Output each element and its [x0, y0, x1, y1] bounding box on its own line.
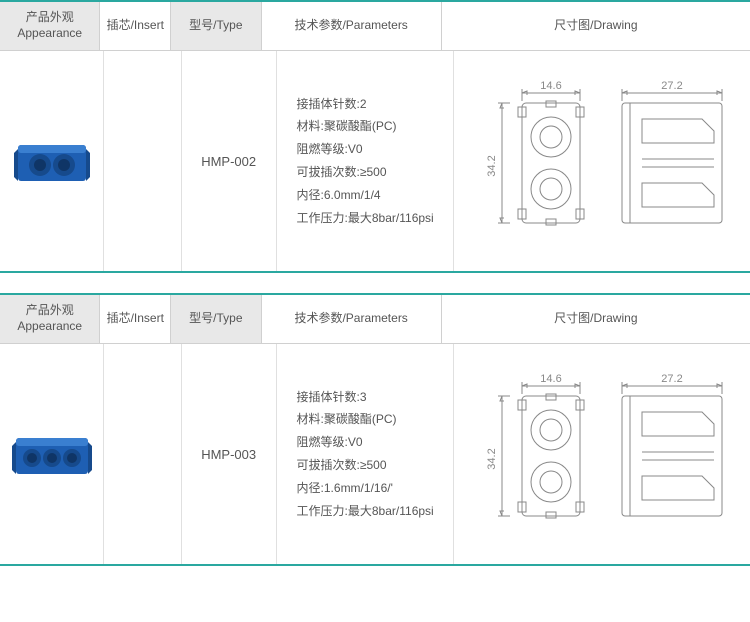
header-insert: 插芯/Insert: [100, 295, 171, 343]
drawing-svg: 14.6: [462, 364, 742, 544]
param-line: 内径:6.0mm/1/4: [297, 184, 434, 207]
params-list: 接插体针数:2 材料:聚碳酸酯(PC) 阻燃等级:V0 可拔插次数:≥500 内…: [297, 93, 434, 230]
cell-type: HMP-002: [182, 51, 277, 271]
params-list: 接插体针数:3 材料:聚碳酸酯(PC) 阻燃等级:V0 可拔插次数:≥500 内…: [297, 386, 434, 523]
param-line: 接插体针数:3: [297, 386, 434, 409]
header-insert-label: 插芯/Insert: [107, 311, 164, 327]
header-appearance: 产品外观 Appearance: [0, 295, 100, 343]
header-appearance-en: Appearance: [17, 26, 82, 42]
header-row: 产品外观 Appearance 插芯/Insert 型号/Type 技术参数/P…: [0, 2, 750, 50]
header-parameters-label: 技术参数/Parameters: [294, 18, 407, 34]
param-line: 阻燃等级:V0: [297, 431, 434, 454]
header-appearance: 产品外观 Appearance: [0, 2, 100, 50]
type-label: HMP-003: [201, 447, 256, 462]
header-drawing: 尺寸图/Drawing: [442, 2, 750, 50]
param-line: 材料:聚碳酸酯(PC): [297, 408, 434, 431]
header-parameters: 技术参数/Parameters: [262, 295, 442, 343]
param-line: 阻燃等级:V0: [297, 138, 434, 161]
header-appearance-cn: 产品外观: [26, 10, 74, 26]
dim-height: 34.2: [486, 448, 498, 469]
cell-drawing: 14.6: [454, 51, 750, 271]
param-line: 材料:聚碳酸酯(PC): [297, 115, 434, 138]
cell-insert: [104, 51, 181, 271]
header-insert: 插芯/Insert: [100, 2, 171, 50]
product-photo-icon: [12, 424, 92, 484]
cell-appearance: [0, 51, 104, 271]
header-drawing-label: 尺寸图/Drawing: [554, 18, 637, 34]
header-parameters-label: 技术参数/Parameters: [294, 311, 407, 327]
header-drawing-label: 尺寸图/Drawing: [554, 311, 637, 327]
header-appearance-en: Appearance: [17, 319, 82, 335]
header-type-label: 型号/Type: [189, 311, 242, 327]
param-line: 接插体针数:2: [297, 93, 434, 116]
param-line: 工作压力:最大8bar/116psi: [297, 207, 434, 230]
cell-parameters: 接插体针数:2 材料:聚碳酸酯(PC) 阻燃等级:V0 可拔插次数:≥500 内…: [277, 51, 455, 271]
body-row: HMP-002 接插体针数:2 材料:聚碳酸酯(PC) 阻燃等级:V0 可拔插次…: [0, 50, 750, 271]
cell-insert: [104, 344, 181, 564]
header-type: 型号/Type: [171, 295, 262, 343]
param-line: 可拔插次数:≥500: [297, 454, 434, 477]
type-label: HMP-002: [201, 154, 256, 169]
header-insert-label: 插芯/Insert: [107, 18, 164, 34]
param-line: 内径:1.6mm/1/16/': [297, 477, 434, 500]
dim-width-a: 14.6: [541, 80, 562, 92]
header-parameters: 技术参数/Parameters: [262, 2, 442, 50]
header-type-label: 型号/Type: [189, 18, 242, 34]
drawing-svg: 14.6: [462, 71, 742, 251]
header-type: 型号/Type: [171, 2, 262, 50]
product-spec-page: 产品外观 Appearance 插芯/Insert 型号/Type 技术参数/P…: [0, 0, 750, 566]
header-appearance-cn: 产品外观: [26, 303, 74, 319]
product-photo-icon: [12, 131, 92, 191]
body-row: HMP-003 接插体针数:3 材料:聚碳酸酯(PC) 阻燃等级:V0 可拔插次…: [0, 343, 750, 564]
dim-height: 34.2: [486, 155, 498, 176]
header-drawing: 尺寸图/Drawing: [442, 295, 750, 343]
param-line: 工作压力:最大8bar/116psi: [297, 500, 434, 523]
dim-width-b: 27.2: [662, 373, 683, 385]
cell-parameters: 接插体针数:3 材料:聚碳酸酯(PC) 阻燃等级:V0 可拔插次数:≥500 内…: [277, 344, 455, 564]
param-line: 可拔插次数:≥500: [297, 161, 434, 184]
header-row: 产品外观 Appearance 插芯/Insert 型号/Type 技术参数/P…: [0, 295, 750, 343]
cell-appearance: [0, 344, 104, 564]
dim-width-a: 14.6: [541, 373, 562, 385]
cell-drawing: 14.6: [454, 344, 750, 564]
dim-width-b: 27.2: [662, 80, 683, 92]
spec-section: 产品外观 Appearance 插芯/Insert 型号/Type 技术参数/P…: [0, 293, 750, 566]
cell-type: HMP-003: [182, 344, 277, 564]
spec-section: 产品外观 Appearance 插芯/Insert 型号/Type 技术参数/P…: [0, 0, 750, 273]
